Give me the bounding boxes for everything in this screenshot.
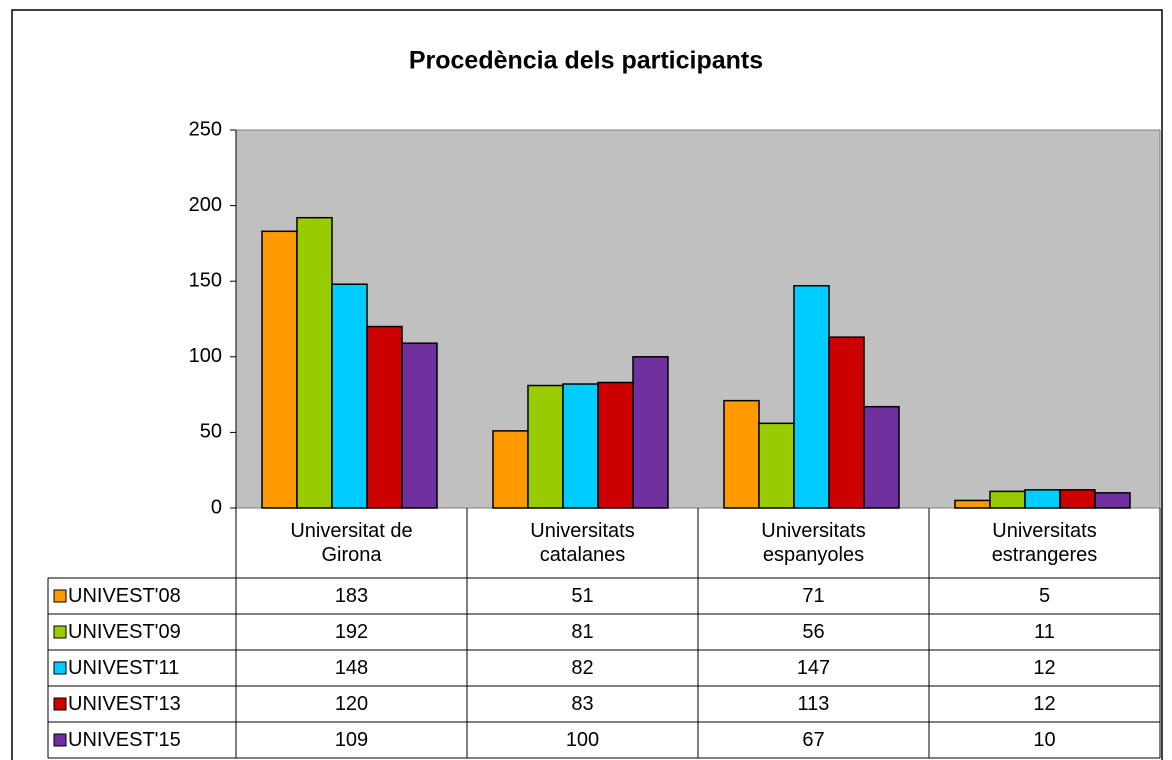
x-tick-label: Universitat de Girona <box>290 520 413 566</box>
legend-key <box>53 589 67 603</box>
x-tick-label: Universitats estrangeres <box>991 520 1098 566</box>
bar <box>828 336 865 509</box>
table-value: 147 <box>796 657 831 679</box>
table-value: 51 <box>571 585 594 607</box>
table-value: 148 <box>334 657 369 679</box>
table-value: 11 <box>1034 621 1055 643</box>
bar <box>954 499 991 509</box>
table-value: 71 <box>802 585 825 607</box>
table-value: 113 <box>797 693 830 715</box>
bar <box>597 381 634 509</box>
table-value: 83 <box>571 693 594 715</box>
x-tick-label: Universitats espanyoles <box>761 520 866 566</box>
legend-label: UNIVEST'09 <box>68 621 181 643</box>
y-tick-label: 0 <box>211 496 222 518</box>
bar <box>723 399 760 509</box>
bar <box>1094 492 1131 509</box>
y-tick-label: 100 <box>189 345 222 367</box>
legend-label: UNIVEST'11 <box>68 657 180 679</box>
table-value: 12 <box>1033 693 1056 715</box>
table-value: 100 <box>565 729 600 751</box>
bar <box>758 422 795 509</box>
table-value: 82 <box>571 657 594 679</box>
y-tick-label: 250 <box>189 118 222 140</box>
table-value: 56 <box>802 621 825 643</box>
table-value: 5 <box>1038 585 1051 607</box>
table-value: 109 <box>334 729 369 751</box>
table-value: 12 <box>1033 657 1056 679</box>
table-value: 81 <box>571 621 594 643</box>
table-value: 183 <box>334 585 369 607</box>
legend-key <box>53 661 67 675</box>
legend-key <box>53 625 67 639</box>
bar <box>562 383 599 509</box>
bar <box>296 216 333 509</box>
y-tick-label: 150 <box>189 269 222 291</box>
bar <box>527 384 564 509</box>
bar <box>401 342 438 509</box>
bar <box>331 283 368 509</box>
bar <box>366 325 403 509</box>
bar <box>1024 489 1061 509</box>
bar <box>989 490 1026 509</box>
table-value: 67 <box>802 729 825 751</box>
legend-label: UNIVEST'08 <box>68 585 181 607</box>
legend-key <box>53 697 67 711</box>
bar <box>492 430 529 509</box>
bar <box>632 356 669 509</box>
x-tick-label: Universitats catalanes <box>530 520 635 566</box>
y-tick-label: 50 <box>200 421 222 443</box>
legend-key <box>53 733 67 747</box>
bar <box>793 284 830 509</box>
table-value: 120 <box>334 693 369 715</box>
legend-label: UNIVEST'15 <box>68 729 181 751</box>
legend-label: UNIVEST'13 <box>68 693 181 715</box>
bar <box>1059 489 1096 509</box>
table-value: 10 <box>1033 729 1056 751</box>
chart-title: Procedència dels participants <box>409 47 763 75</box>
table-value: 192 <box>334 621 369 643</box>
bar <box>261 230 298 509</box>
y-tick-label: 200 <box>189 194 222 216</box>
bar <box>863 405 900 509</box>
